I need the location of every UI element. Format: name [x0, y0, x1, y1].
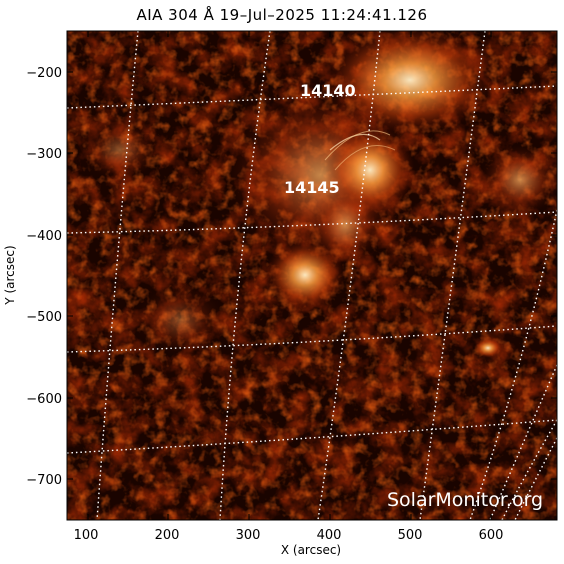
y-tick-label: −700: [26, 473, 62, 488]
x-tick-label: 400: [317, 528, 342, 543]
y-tick-label: −500: [26, 310, 62, 325]
y-tick-label: −300: [26, 147, 62, 162]
y-axis-label: Y (arcsec): [3, 245, 17, 305]
plot-frame: [66, 30, 558, 521]
coordinate-grid: [66, 30, 558, 521]
y-axis-ticks: [67, 71, 557, 480]
x-tick-label: 100: [74, 528, 99, 543]
x-axis-ticks: [87, 31, 492, 520]
solar-image: [67, 31, 557, 520]
x-tick-label: 200: [155, 528, 180, 543]
y-tick-label: −400: [26, 229, 62, 244]
image-title: AIA 304 Å 19–Jul–2025 11:24:41.126: [136, 6, 428, 24]
watermark: SolarMonitor.org: [387, 489, 543, 511]
x-axis-label: X (arcsec): [281, 543, 341, 557]
y-tick-label: −200: [26, 66, 62, 81]
x-tick-label: 300: [236, 528, 261, 543]
x-tick-label: 500: [398, 528, 423, 543]
region-label-14145: 14145: [284, 178, 340, 197]
y-tick-label: −600: [26, 392, 62, 407]
region-label-14140: 14140: [300, 81, 356, 100]
x-tick-label: 600: [479, 528, 504, 543]
